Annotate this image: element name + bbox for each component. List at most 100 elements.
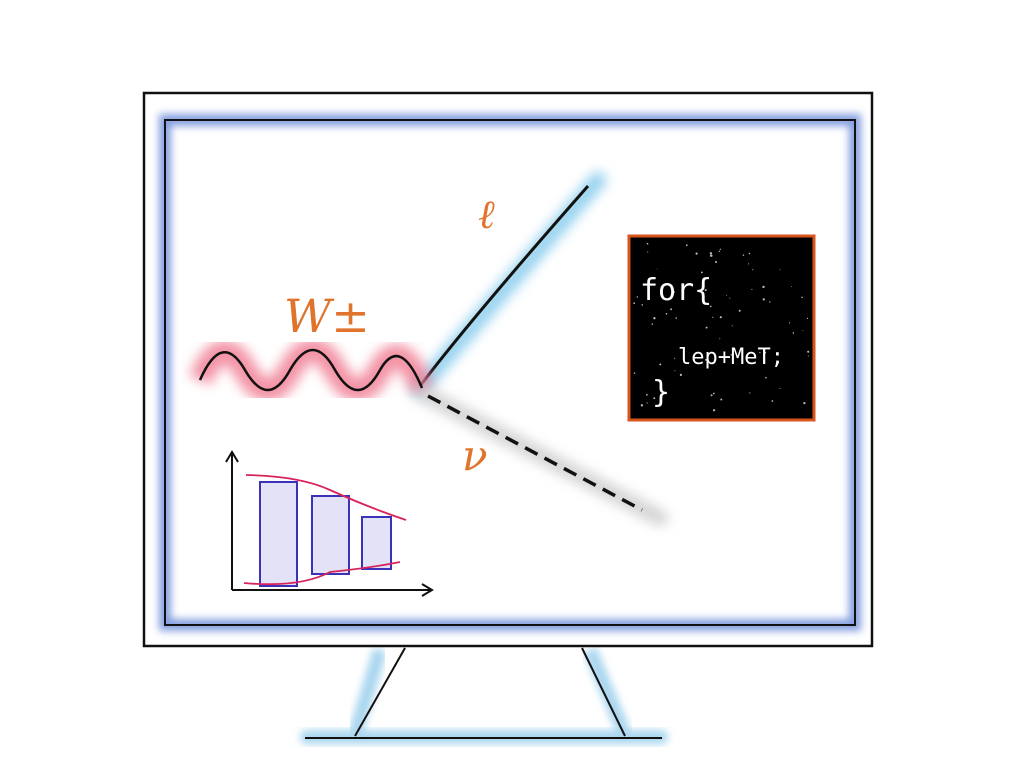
star-dot [801,296,803,298]
star-dot [751,288,753,290]
star-dot [807,350,810,353]
lepton-label: ℓ [478,192,495,238]
histogram-y-arrow [225,450,239,463]
boson-label: W± [284,289,370,343]
code-panel-stars [633,242,810,412]
star-dot [653,397,656,400]
star-dot [672,291,675,294]
star-dot [725,294,727,296]
histogram-bar-3 [361,516,392,570]
histogram-upper-band [245,474,407,521]
star-dot [802,330,804,331]
star-dot [709,305,712,308]
star-dot [712,316,714,318]
star-dot [641,304,643,306]
code-line-3: } [652,375,670,410]
star-dot [806,317,809,319]
star-dot [764,351,767,354]
star-dot [665,312,668,315]
star-dot [675,317,678,319]
star-dot [762,298,765,301]
star-dot [719,248,722,250]
star-dot [710,394,713,397]
star-dot [633,372,636,374]
star-dot [720,398,723,401]
star-dot [636,296,638,298]
code-line-1: for{ [640,273,712,308]
lepton-glow [412,172,606,396]
star-dot [700,271,703,274]
code-panel-box [627,234,816,422]
screen-border [164,119,856,626]
star-dot [712,409,716,412]
star-dot [656,268,658,270]
star-dot [646,393,648,396]
histogram-x-arrow [421,583,434,597]
star-dot [704,289,707,292]
star-dot [719,316,722,319]
star-dot [738,309,741,312]
star-dot [779,387,781,389]
monitor-stand [300,647,668,744]
star-dot [685,244,688,247]
star-dot [712,392,715,395]
star-dot [695,252,698,255]
star-dot [674,357,676,359]
code-line-2: lep+MeT; [678,345,784,370]
neutrino-line [427,394,643,512]
star-dot [752,269,754,271]
star-dot [803,402,806,405]
star-dot [647,251,649,253]
histogram-lower-band [243,561,401,586]
stand-leg-right-glow [583,647,632,738]
star-dot [791,286,793,287]
histogram-bar-1 [259,481,298,587]
star-dot [779,269,781,271]
boson-track [189,338,434,402]
neutrino-label: ν [462,431,488,480]
star-dot [742,254,745,256]
star-dot [653,317,656,320]
star-dot [646,242,649,245]
star-dot [748,252,751,255]
star-dot [709,252,713,255]
star-dot [640,404,644,407]
star-dot [762,285,765,289]
stand-leg-right [581,647,626,737]
star-dot [633,302,636,305]
star-dot [712,255,714,257]
star-dot [709,254,713,257]
stand-leg-left [354,647,406,737]
star-dot [788,322,791,324]
star-dot [748,263,750,265]
stand-leg-left-glow [348,648,387,737]
star-dot [730,354,732,356]
lepton-track [412,172,606,396]
lepton-line [418,185,590,387]
star-dot [679,373,682,376]
star-dot [792,332,795,334]
star-dot [759,351,761,354]
star-dot [659,363,662,366]
histogram-icon [225,450,434,597]
star-dot [731,325,733,327]
boson-wave [198,348,424,392]
star-dot [705,326,708,329]
star-dot [769,301,771,303]
star-dot [674,370,676,372]
star-dot [749,392,751,394]
star-dot [765,376,767,379]
star-dot [646,402,648,404]
star-dot [729,297,731,299]
star-dot [651,323,654,325]
star-dot [670,308,673,311]
star-dot [807,355,809,357]
star-dot [705,358,707,361]
neutrino-glow [412,384,668,526]
star-dot [771,400,774,402]
histogram-bar-2 [311,495,350,575]
star-dot [714,260,718,264]
neutrino-track [412,384,668,526]
code-panel: for{ lep+MeT; } [627,234,816,422]
